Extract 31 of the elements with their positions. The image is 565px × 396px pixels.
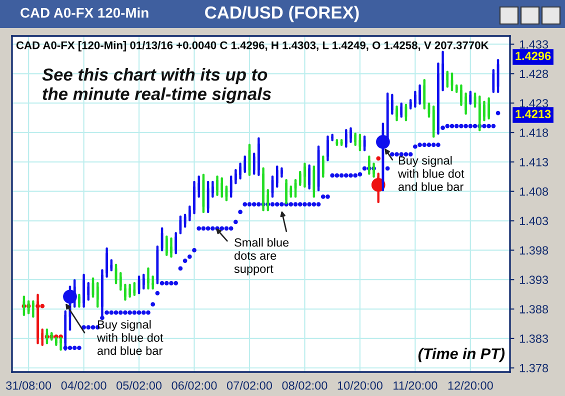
chart-subtitle: CAD A0-FX [120-Min] 01/13/16 +0.0040 C 1.4296, H 1.4303, L 1.4249, O 1.4258, V 207.3770K (16, 41, 489, 52)
x-tick-label: 31/08:00 (6, 381, 52, 390)
annotation: See this chart with its up to the minute real-time signals (42, 68, 272, 104)
y-tick-label: 1.393 (520, 276, 548, 284)
x-tick-label: 08/02:00 (282, 381, 328, 390)
y-tick-label: 1.403 (520, 216, 548, 226)
x-tick-label: 10/20:00 (338, 381, 382, 390)
x-tick-label: 12/20:00 (448, 381, 493, 390)
x-tick-label: 04/02:00 (61, 381, 106, 390)
annotation: (Time in PT) (418, 348, 505, 362)
y-tick-label: 1.398 (520, 246, 548, 255)
y-tick-label: 1.378 (520, 364, 548, 372)
y-tick-label: 1.383 (520, 334, 548, 343)
chart-title: CAD/USD (FOREX) (205, 6, 359, 22)
x-tick-label: 07/02:00 (226, 381, 272, 390)
text: CAD A0-FX 120-Min (20, 8, 148, 18)
y-tick-label: 1.413 (520, 158, 548, 166)
y-tick-label: 1.408 (520, 187, 548, 196)
annotation: Buy signal with blue dot and blue bar (398, 156, 464, 191)
x-tick-label: 06/02:00 (172, 381, 217, 390)
y-tick-label: 1.418 (520, 128, 548, 137)
y-tick-label: 1.428 (520, 70, 548, 78)
y-tick-label: 1.423 (520, 99, 548, 108)
y-tick-label: 1.433 (520, 40, 548, 49)
x-tick-label: 05/02:00 (116, 381, 162, 390)
text: 1.4213 (516, 110, 551, 118)
annotation: Buy signal with blue dot and blue bar (96, 320, 164, 355)
x-tick-label: 11/20:00 (394, 381, 438, 390)
text: 1.4296 (516, 52, 551, 60)
y-tick-label: 1.388 (520, 305, 548, 314)
annotation: Small blue dots are support (234, 238, 289, 276)
